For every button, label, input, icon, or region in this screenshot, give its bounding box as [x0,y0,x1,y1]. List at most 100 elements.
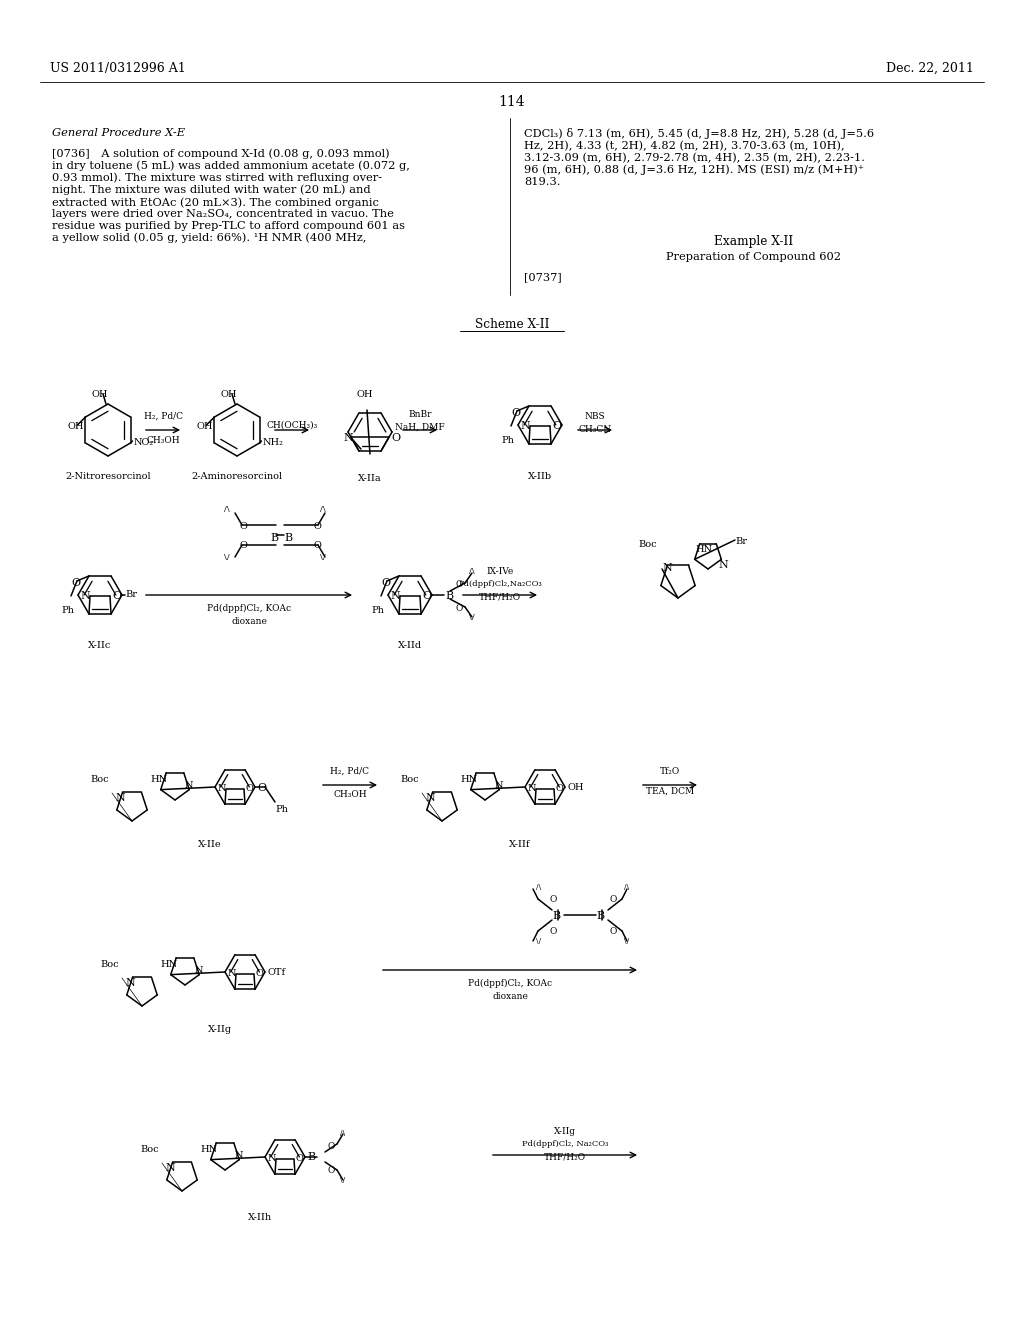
Text: OH: OH [68,422,84,432]
Text: /\: /\ [536,883,542,891]
Text: OH: OH [356,389,374,399]
Text: 2-Aminoresorcinol: 2-Aminoresorcinol [191,473,283,480]
Text: OH: OH [197,422,213,432]
Text: \/: \/ [340,1176,345,1184]
Text: X-IIh: X-IIh [248,1213,272,1222]
Text: Boc: Boc [638,540,656,549]
Text: 114: 114 [499,95,525,110]
Text: HN: HN [160,960,177,969]
Text: O: O [552,421,561,432]
Text: Br: Br [125,590,137,599]
Text: dioxane: dioxane [493,993,528,1001]
Text: /\: /\ [340,1129,345,1137]
Text: /\: /\ [624,883,630,891]
Text: O: O [550,895,557,904]
Text: X-IIe: X-IIe [199,840,222,849]
Text: HN: HN [200,1144,217,1154]
Text: B: B [270,533,279,543]
Text: X-IIb: X-IIb [528,473,552,480]
Text: dioxane: dioxane [231,616,267,626]
Text: B: B [284,533,292,543]
Text: O: O [391,433,400,444]
Text: Pd(dppf)Cl₂, KOAc: Pd(dppf)Cl₂, KOAc [468,979,552,989]
Text: IX-IVe: IX-IVe [486,568,514,576]
Text: O: O [240,521,248,531]
Text: Scheme X-II: Scheme X-II [475,318,549,331]
Text: O: O [314,541,322,550]
Text: N: N [218,784,226,793]
Text: \/: \/ [536,937,542,945]
Text: N: N [520,421,529,432]
Text: Ph: Ph [371,606,384,615]
Text: BnBr: BnBr [409,411,432,418]
Text: NBS: NBS [585,412,605,421]
Text: \/: \/ [319,553,326,561]
Text: Boc: Boc [140,1144,159,1154]
Text: B: B [596,911,604,921]
Text: N: N [165,1163,175,1173]
Text: Tf₂O: Tf₂O [659,767,680,776]
Text: X-IIf: X-IIf [509,840,530,849]
Text: Boc: Boc [400,775,419,784]
Text: O: O [381,578,390,587]
Text: /\: /\ [224,506,229,513]
Text: General Procedure X-E: General Procedure X-E [52,128,185,139]
Text: CDCl₃) δ 7.13 (m, 6H), 5.45 (d, J=8.8 Hz, 2H), 5.28 (d, J=5.6
Hz, 2H), 4.33 (t, : CDCl₃) δ 7.13 (m, 6H), 5.45 (d, J=8.8 Hz… [524,128,874,187]
Text: N: N [425,793,435,803]
Text: CH₃OH: CH₃OH [146,436,180,445]
Text: X-IIg: X-IIg [554,1127,575,1137]
Text: B: B [552,911,560,921]
Text: O: O [511,408,520,418]
Text: HN: HN [695,545,712,554]
Text: O: O [550,927,557,936]
Text: X-IIc: X-IIc [88,642,112,649]
Text: NaH, DMF: NaH, DMF [395,422,444,432]
Text: N: N [343,433,352,444]
Text: O: O [422,591,431,601]
Text: TEA, DCM: TEA, DCM [646,787,694,796]
Text: O: O [245,784,253,793]
Text: HN: HN [150,775,167,784]
Text: \/: \/ [624,937,630,945]
Text: O: O [295,1154,303,1163]
Text: N: N [495,781,504,789]
Text: N: N [718,560,728,570]
Text: Pd(dppf)Cl₂, Na₂CO₃: Pd(dppf)Cl₂, Na₂CO₃ [522,1140,608,1148]
Text: OH: OH [92,389,109,399]
Text: OH: OH [221,389,238,399]
Text: Preparation of Compound 602: Preparation of Compound 602 [667,252,842,261]
Text: H₂, Pd/C: H₂, Pd/C [143,412,182,421]
Text: O: O [71,578,80,587]
Text: OTf: OTf [267,968,285,977]
Text: Boc: Boc [100,960,119,969]
Text: NO₂: NO₂ [133,438,154,447]
Text: Pd(dppf)Cl₂, KOAc: Pd(dppf)Cl₂, KOAc [207,605,291,612]
Text: N: N [115,793,125,803]
Text: THF/H₂O: THF/H₂O [479,593,521,602]
Text: CH(OCH₃)₃: CH(OCH₃)₃ [266,421,317,430]
Text: NH₂: NH₂ [262,438,284,447]
Text: O: O [327,1142,335,1151]
Text: N: N [185,781,194,789]
Text: Ph: Ph [275,805,288,814]
Text: THF/H₂O: THF/H₂O [544,1152,586,1162]
Text: OH: OH [567,783,584,792]
Text: Dec. 22, 2011: Dec. 22, 2011 [886,62,974,75]
Text: O: O [455,579,463,589]
Text: O: O [327,1166,335,1175]
Text: Ph: Ph [61,606,74,615]
Text: 2-Nitroresorcinol: 2-Nitroresorcinol [66,473,151,480]
Text: O: O [240,541,248,550]
Text: Ph: Ph [501,436,514,445]
Text: \/: \/ [224,553,229,561]
Text: O: O [455,605,463,612]
Text: N: N [234,1151,244,1160]
Text: CH₃CN: CH₃CN [579,425,611,434]
Text: O: O [610,927,617,936]
Text: O: O [255,969,263,978]
Text: HN: HN [460,775,477,784]
Text: B: B [445,591,454,601]
Text: Br: Br [735,537,746,546]
Text: N: N [80,591,90,601]
Text: N: N [268,1154,276,1163]
